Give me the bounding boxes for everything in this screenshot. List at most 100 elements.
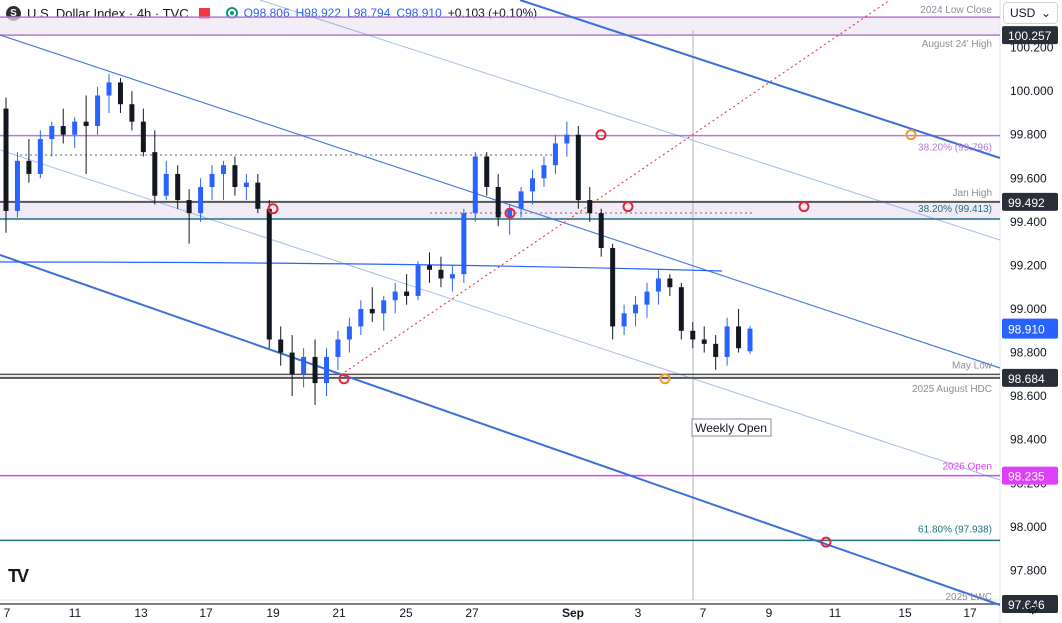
candle-body xyxy=(633,304,639,314)
candle-body xyxy=(163,173,169,196)
candle-body xyxy=(461,213,467,275)
candle-body xyxy=(541,165,547,179)
pivot-marker xyxy=(798,201,810,213)
candle-body xyxy=(198,187,204,214)
candle-body xyxy=(655,278,661,292)
candle-body xyxy=(243,182,249,187)
candle xyxy=(220,160,226,201)
candle-body xyxy=(495,187,501,218)
price-tag xyxy=(1002,466,1058,485)
candle-body xyxy=(610,248,616,327)
candle xyxy=(106,73,112,113)
pivot-marker xyxy=(905,129,917,141)
candle xyxy=(117,78,123,113)
y-tick-label: 98.400 xyxy=(1010,433,1047,447)
candle xyxy=(3,97,9,233)
candle xyxy=(335,330,341,370)
candle-body xyxy=(14,160,20,211)
candle xyxy=(621,304,627,336)
candle-body xyxy=(106,82,112,96)
candle xyxy=(472,152,478,222)
candle-body xyxy=(381,300,387,314)
y-tick-label: 99.200 xyxy=(1010,258,1047,272)
candle-body xyxy=(415,265,421,296)
candle xyxy=(427,252,433,283)
candle-body xyxy=(644,291,650,305)
candle xyxy=(369,287,375,323)
pivot-marker xyxy=(267,203,279,215)
candle-body xyxy=(392,291,398,301)
candle xyxy=(14,152,20,218)
candle xyxy=(552,134,558,174)
candle-body xyxy=(575,134,581,201)
pivot-marker xyxy=(820,536,832,548)
candle-body xyxy=(278,339,284,353)
level-label-fib-38-upper: 38.20% (99.796) xyxy=(918,143,992,154)
channel-inner-lower-line xyxy=(0,149,1001,481)
moving-average-line xyxy=(0,261,723,272)
candle-body xyxy=(747,328,753,352)
flag-icon[interactable] xyxy=(198,7,210,19)
price-tag xyxy=(1002,594,1058,613)
x-tick-label: 19 xyxy=(266,606,280,620)
price-tag-label: 100.257 xyxy=(1008,29,1052,43)
candle xyxy=(713,335,719,370)
candle xyxy=(289,335,295,397)
x-tick-label: 17 xyxy=(199,606,213,620)
candle xyxy=(461,208,467,283)
candle-body xyxy=(438,269,444,279)
tradingview-logo[interactable]: TV xyxy=(8,566,29,586)
level-label-fib-38-lower: 38.20% (99.413) xyxy=(918,204,992,215)
candle xyxy=(72,117,78,148)
candle-body xyxy=(175,173,181,201)
level-label-2025-lwc: 2025 LWC xyxy=(945,592,992,603)
candle-body xyxy=(37,139,43,174)
x-tick-label: 11 xyxy=(69,606,82,620)
candle-body xyxy=(701,339,707,344)
price-tag xyxy=(1002,26,1058,45)
candle-body xyxy=(724,326,730,357)
level-label-may-low: May Low xyxy=(952,360,993,371)
candle-body xyxy=(598,213,604,248)
candle-body xyxy=(736,326,742,349)
y-tick-label: 99.800 xyxy=(1010,128,1047,142)
candle-body xyxy=(289,352,295,375)
candle-body xyxy=(140,121,146,153)
x-tick-label: 13 xyxy=(134,606,148,620)
candle-body xyxy=(369,309,375,314)
candle-body xyxy=(449,274,455,279)
candle-body xyxy=(713,343,719,357)
level-label-august-high: August 24' High xyxy=(922,39,992,50)
candle xyxy=(358,300,364,336)
candle xyxy=(690,322,696,349)
currency-label: USD xyxy=(1010,6,1036,20)
gear-icon[interactable]: ⚙ xyxy=(1026,601,1040,618)
x-tick-label: 7 xyxy=(4,606,11,620)
candle-body xyxy=(335,339,341,357)
candle xyxy=(60,108,66,144)
x-tick-label: 27 xyxy=(465,606,479,620)
weekly-open-box xyxy=(691,418,772,437)
currency-select[interactable]: USD ⌄ xyxy=(1003,2,1058,24)
channel-inner-upper-line xyxy=(259,0,1001,241)
candle-body xyxy=(232,165,238,187)
level-label-august-hdc: 2025 August HDC xyxy=(912,384,992,395)
price-tag-label: 98.235 xyxy=(1008,470,1045,484)
y-tick-label: 98.800 xyxy=(1010,346,1047,360)
candle xyxy=(438,256,444,288)
level-label-jan-high: Jan High xyxy=(953,188,992,199)
last-price-label: 98.910 xyxy=(1008,323,1045,337)
candle xyxy=(449,265,455,292)
y-tick-label: 98.000 xyxy=(1010,520,1047,534)
y-tick-label: 100.000 xyxy=(1010,84,1054,98)
x-tick-month: Sep xyxy=(562,606,584,620)
candle xyxy=(198,178,204,222)
candle xyxy=(392,282,398,314)
price-tag xyxy=(1002,368,1058,387)
price-tag-label: 99.492 xyxy=(1008,196,1045,210)
candle xyxy=(655,269,661,305)
x-tick-label: 21 xyxy=(332,606,346,620)
candle-body xyxy=(95,95,101,126)
channel-upper-line xyxy=(519,0,1001,159)
